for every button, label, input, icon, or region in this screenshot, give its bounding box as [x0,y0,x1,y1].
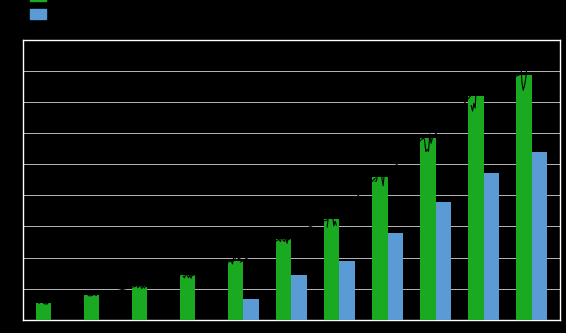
Bar [420,138,435,320]
Bar [180,275,195,320]
Bar [388,233,403,320]
Bar [291,275,307,320]
Bar [468,96,483,320]
Bar [516,75,531,320]
Bar [483,173,499,320]
Legend: , : , [29,0,49,22]
Bar [531,152,547,320]
Bar [372,177,388,320]
Bar [276,238,291,320]
Bar [36,303,52,320]
Bar [243,299,259,320]
Bar [340,261,355,320]
Bar [132,286,148,320]
Bar [324,219,340,320]
Bar [435,202,451,320]
Bar [228,261,243,320]
Bar [84,294,100,320]
